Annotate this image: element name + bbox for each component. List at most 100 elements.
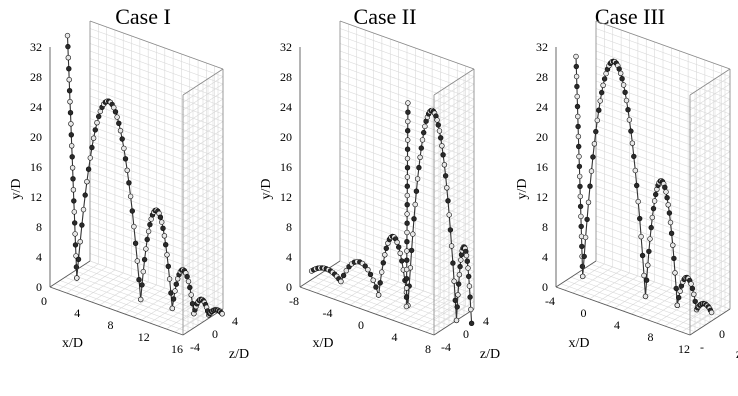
trajectory-point xyxy=(82,192,88,198)
panel-case-3: Case III 048121620242832-404812-04y/Dx/D… xyxy=(515,4,738,362)
trajectory-point xyxy=(575,133,582,140)
z-tick-label: 4 xyxy=(483,314,489,328)
trajectory-point xyxy=(663,189,669,195)
trajectory-point xyxy=(573,73,580,80)
trajectory-point xyxy=(157,214,164,220)
trajectory-point xyxy=(458,257,464,263)
x-tick-label: 0 xyxy=(358,318,364,332)
trajectory-point xyxy=(184,273,190,280)
trajectory-point xyxy=(455,292,461,298)
trajectory-point xyxy=(72,242,79,248)
trajectory-point xyxy=(404,239,410,245)
trajectory-point xyxy=(638,233,644,240)
trajectory-point xyxy=(127,193,134,200)
trajectory-point xyxy=(187,284,193,291)
y-tick-label: 16 xyxy=(280,160,292,174)
trajectory-point xyxy=(119,136,125,142)
trajectory-point xyxy=(396,244,402,250)
y-tick-label: 4 xyxy=(542,250,548,264)
trajectory-point xyxy=(582,234,589,241)
trajectory-point xyxy=(79,222,85,228)
y-tick-label: 8 xyxy=(542,220,548,234)
trajectory-point xyxy=(405,128,411,134)
trajectory-point xyxy=(588,168,595,174)
trajectory-point xyxy=(466,283,473,289)
trajectory-point xyxy=(584,216,590,223)
trajectory-point xyxy=(635,198,641,205)
trajectory-point xyxy=(117,128,124,134)
trajectory-point xyxy=(632,167,638,174)
panel-title: Case II xyxy=(354,4,417,29)
y-tick-label: 20 xyxy=(30,130,42,144)
x-tick-label: 0 xyxy=(41,294,47,308)
trajectory-point xyxy=(575,123,581,130)
trajectory-point xyxy=(170,296,177,302)
trajectory-point xyxy=(457,263,463,270)
y-tick-label: 32 xyxy=(30,40,42,54)
x-tick-label: 8 xyxy=(108,318,114,332)
trajectory-point xyxy=(71,198,77,204)
trajectory-point xyxy=(440,152,446,158)
trajectory-point xyxy=(414,176,421,182)
trajectory-point xyxy=(403,303,410,310)
trajectory-point xyxy=(419,137,426,143)
trajectory-point xyxy=(188,292,194,298)
x-tick-label: 8 xyxy=(425,342,431,356)
trajectory-point xyxy=(454,304,460,310)
trajectory-point xyxy=(69,165,76,171)
trajectory-point xyxy=(70,187,77,193)
trajectory-point xyxy=(600,82,606,89)
trajectory-point xyxy=(664,195,670,201)
trajectory-point xyxy=(421,129,427,136)
trajectory-point xyxy=(147,221,153,228)
trajectory-point xyxy=(87,155,94,161)
trajectory-point xyxy=(673,285,679,292)
trajectory-point xyxy=(70,176,76,182)
trajectory-point xyxy=(670,242,676,248)
trajectory-point xyxy=(441,162,448,168)
trajectory-point xyxy=(603,70,609,77)
trajectory-point xyxy=(581,253,587,260)
trajectory-point xyxy=(625,106,631,113)
trajectory-point xyxy=(373,284,379,290)
trajectory-point xyxy=(404,248,410,254)
trajectory-point xyxy=(114,114,120,120)
trajectory-point xyxy=(597,98,603,104)
trajectory-point xyxy=(92,127,99,133)
trajectory-point xyxy=(444,185,450,191)
z-tick-label: - xyxy=(700,340,704,354)
trajectory-point xyxy=(579,243,585,250)
trajectory-point xyxy=(377,280,383,286)
trajectory-series xyxy=(64,32,225,318)
trajectory-point xyxy=(573,63,579,70)
trajectory-point xyxy=(379,269,385,275)
trajectory-point xyxy=(652,191,659,198)
trajectory-point xyxy=(404,257,410,263)
y-axis-label: y/D xyxy=(515,179,530,200)
x-tick-label: 4 xyxy=(614,318,620,332)
trajectory-point xyxy=(74,275,80,281)
trajectory-point xyxy=(422,123,428,130)
trajectory-point xyxy=(577,203,584,210)
trajectory-point xyxy=(166,276,173,282)
trajectory-point xyxy=(667,219,674,226)
trajectory-point xyxy=(574,103,581,110)
x-axis-label: x/D xyxy=(62,336,83,351)
trajectory-point xyxy=(585,199,592,206)
x-tick-label: 4 xyxy=(392,330,398,344)
trajectory-point xyxy=(666,210,673,216)
trajectory-point xyxy=(417,154,423,161)
trajectory-point xyxy=(642,293,649,300)
trajectory-point xyxy=(688,281,694,287)
panel-title: Case III xyxy=(595,4,665,29)
x-tick-label: 12 xyxy=(678,342,690,356)
y-tick-label: 20 xyxy=(280,130,292,144)
trajectory-point xyxy=(219,311,225,317)
z-tick-label: 0 xyxy=(719,327,725,341)
trajectory-point xyxy=(64,32,71,39)
trajectory-point xyxy=(397,250,403,257)
trajectory-point xyxy=(645,262,651,268)
trajectory-point xyxy=(411,216,417,222)
